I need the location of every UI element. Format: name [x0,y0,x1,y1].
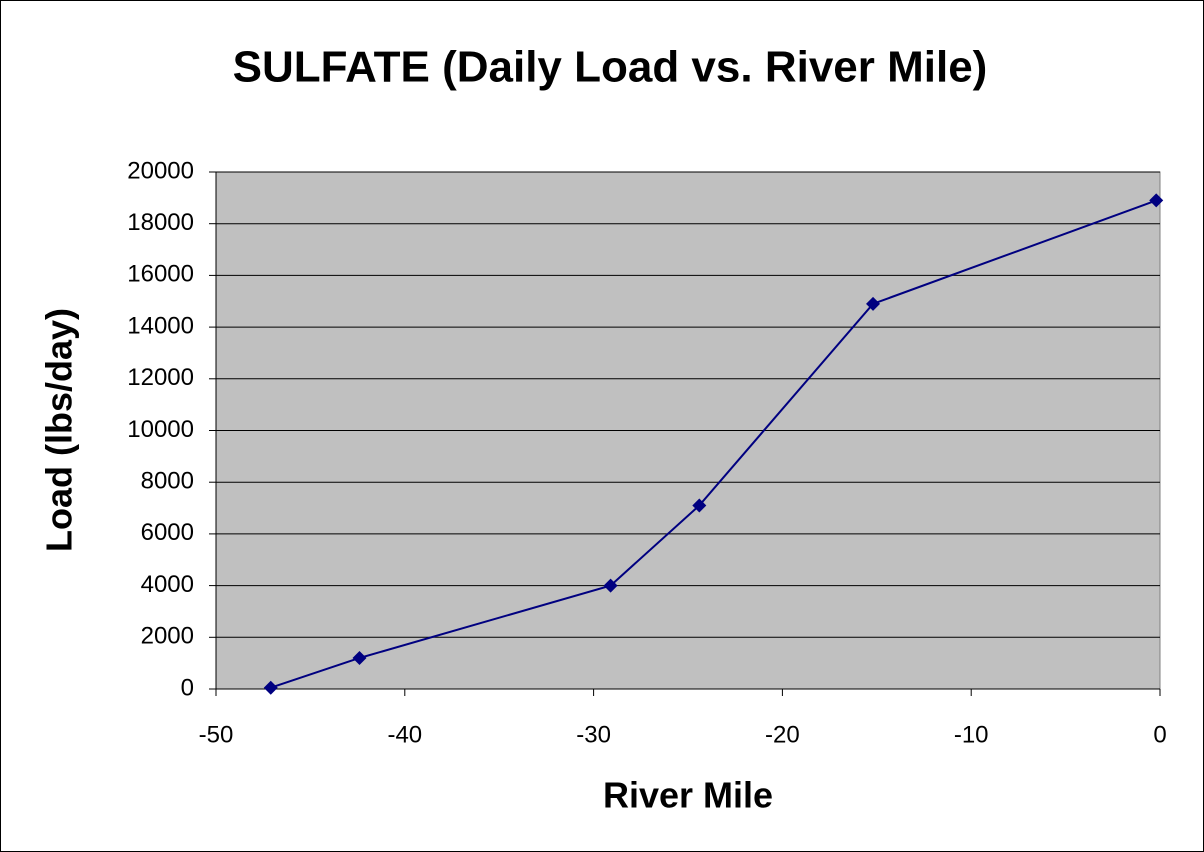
y-tick-label: 2000 [141,623,194,650]
data-point [263,680,278,695]
y-tick-label: 16000 [127,261,194,288]
chart-title: SULFATE (Daily Load vs. River Mile) [233,43,988,92]
y-tick-label: 0 [181,674,194,701]
x-axis-label: River Mile [603,775,773,816]
data-point [866,296,881,311]
data-point [1149,193,1164,208]
y-tick-label: 14000 [127,312,194,339]
y-tick-label: 12000 [127,364,194,391]
y-tick-label: 18000 [127,209,194,236]
y-tick-label: 20000 [127,157,194,184]
data-point [352,650,367,665]
x-tick-label: -10 [954,721,989,748]
y-tick-label: 8000 [141,468,194,495]
x-tick-label: -40 [387,721,422,748]
y-tick-label: 4000 [141,571,194,598]
x-tick-label: -50 [199,721,234,748]
y-axis-label: Load (lbs/day) [39,308,80,552]
x-tick-label: 0 [1153,721,1166,748]
y-tick-label: 10000 [127,416,194,443]
x-tick-label: -20 [765,721,800,748]
data-line [270,199,1157,689]
data-point [603,578,618,593]
x-tick-label: -30 [576,721,611,748]
y-tick-label: 6000 [141,519,194,546]
data-point [692,498,707,513]
